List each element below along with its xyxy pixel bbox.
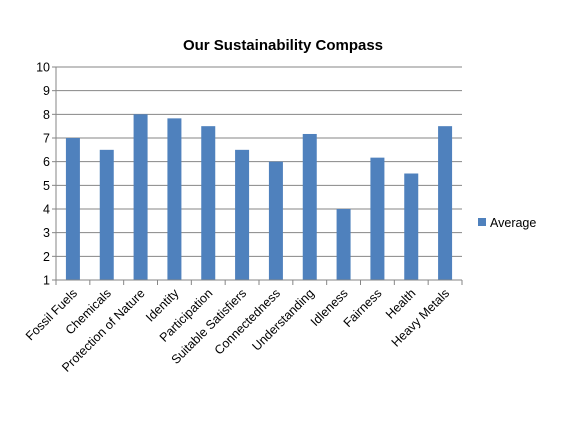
y-tick-labels: 1 2 3 4 5 6 7 8 9 10 [36,61,50,288]
y-tick-label: 7 [43,132,50,146]
legend-label: Average [490,216,536,230]
bar [201,126,216,281]
y-tick-label: 10 [36,61,50,75]
bar [336,209,351,280]
y-tick-label: 5 [43,179,50,193]
y-tick-label: 2 [43,250,50,264]
gridlines [56,66,462,257]
bars [65,114,453,281]
y-tick-label: 4 [43,203,50,217]
y-tick-label: 3 [43,226,50,240]
y-tick-label: 8 [43,108,50,122]
y-tick-label: 6 [43,155,50,169]
bar [133,114,148,280]
bar [167,118,182,281]
bar [370,157,385,280]
y-tick-label: 9 [43,84,50,98]
x-tick-label: Understanding [249,286,316,353]
legend: Average [478,216,536,230]
bar [268,161,283,280]
bar [65,138,80,280]
legend-swatch [478,218,486,226]
bar [235,149,250,280]
y-tick-label: 1 [43,274,50,288]
bar [302,133,317,280]
chart-title: Our Sustainability Compass [183,37,383,54]
bar [99,149,114,280]
bar [404,173,419,280]
axes [52,66,463,285]
bar [438,126,453,281]
